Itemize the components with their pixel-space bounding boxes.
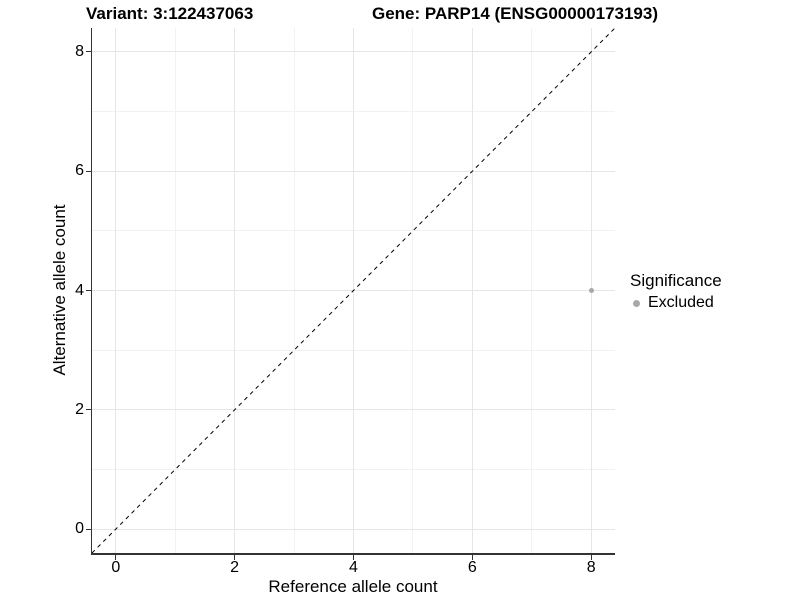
legend-item-excluded: Excluded	[630, 293, 722, 313]
legend-title: Significance	[630, 271, 722, 290]
y-axis-tick-label: 4	[75, 281, 84, 299]
plot-title-gene: Gene: PARP14 (ENSG00000173193)	[372, 4, 659, 23]
gridline-major-h	[92, 51, 615, 53]
y-axis-tick	[85, 528, 91, 530]
y-axis-tick-label: 2	[75, 400, 84, 418]
y-axis-tick-label: 8	[75, 42, 84, 60]
x-axis-tick-label: 8	[586, 559, 596, 576]
y-axis-tick	[85, 170, 91, 172]
gridline-major-h	[92, 409, 615, 411]
legend: Significance Excluded	[630, 271, 722, 313]
legend-item-label: Excluded	[648, 294, 714, 311]
identity-reference-line	[92, 28, 615, 553]
y-axis-tick-label: 0	[75, 520, 84, 538]
x-axis-tick-label: 0	[111, 559, 121, 576]
gridline-major-h	[92, 528, 615, 530]
y-axis-tick	[85, 290, 91, 291]
legend-point-icon	[633, 299, 640, 307]
y-axis-tick-label: 6	[75, 162, 84, 180]
y-axis-line	[90, 28, 92, 555]
x-axis-title: Reference allele count	[268, 577, 438, 596]
x-axis-tick-label: 4	[349, 559, 358, 576]
x-axis-tick-label: 6	[467, 559, 477, 576]
y-axis-tick	[85, 409, 91, 411]
gridline-major-h	[92, 170, 615, 172]
x-axis-tick-label: 2	[230, 559, 240, 576]
x-axis-tick	[590, 554, 592, 560]
x-axis-tick	[234, 554, 236, 560]
y-axis-tick	[85, 51, 91, 53]
x-axis-tick	[115, 554, 117, 560]
plot-panel	[92, 28, 615, 553]
x-axis-tick	[353, 554, 354, 560]
x-axis-line	[90, 553, 615, 555]
data-point	[588, 288, 594, 293]
plot-title-variant: Variant: 3:122437063	[86, 4, 254, 23]
x-axis-tick	[471, 554, 473, 560]
